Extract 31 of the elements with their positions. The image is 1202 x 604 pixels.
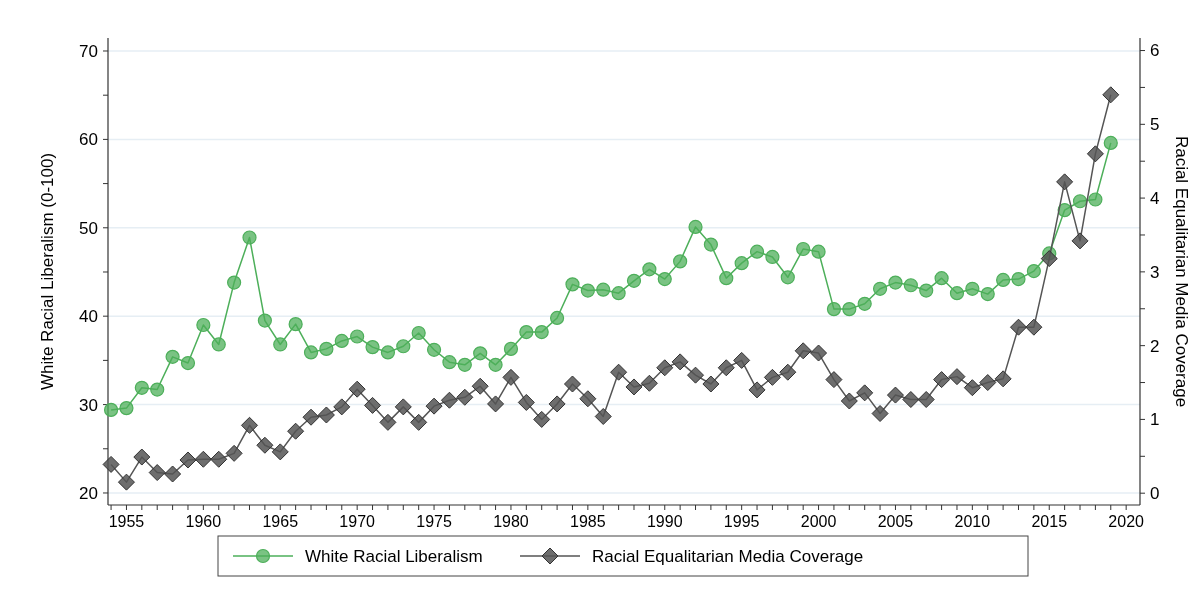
y-tick-label: 40: [79, 307, 98, 327]
y2-tick-label: 6: [1150, 41, 1160, 61]
y-tick-label: 30: [79, 395, 98, 415]
y2-tick-label: 5: [1150, 115, 1160, 135]
x-tick-label: 2000: [800, 513, 837, 530]
legend-label: White Racial Liberalism: [305, 546, 483, 566]
y2-tick-label: 1: [1150, 410, 1160, 430]
y-tick-label: 70: [79, 41, 98, 61]
x-tick-label: 1980: [493, 513, 529, 530]
x-tick-label: 1985: [570, 513, 606, 530]
x-tick-label: 1955: [108, 513, 145, 530]
y2-axis-title: Racial Equalitarian Media Coverage: [1172, 135, 1191, 408]
x-tick-label: 1990: [646, 513, 683, 530]
y-tick-label: 50: [79, 218, 98, 238]
y2-tick-label: 2: [1150, 336, 1160, 356]
legend-label: Racial Equalitarian Media Coverage: [592, 546, 864, 566]
x-tick-label: 2005: [877, 513, 914, 530]
x-tick-label: 2010: [954, 513, 991, 530]
x-tick-label: 2015: [1031, 513, 1068, 530]
y-tick-label: 20: [79, 483, 98, 503]
x-tick-label: 1970: [339, 513, 376, 530]
y-tick-label: 60: [79, 130, 98, 150]
x-tick-label: 1975: [416, 513, 452, 530]
x-tick-label: 1960: [185, 513, 222, 530]
x-tick-label: 1995: [723, 513, 760, 530]
y-axis-title: White Racial Liberalism (0-100): [38, 152, 57, 391]
y2-tick-label: 3: [1150, 262, 1160, 282]
x-tick-label: 1965: [262, 513, 299, 530]
x-tick-label: 2020: [1108, 513, 1145, 530]
y2-tick-label: 4: [1150, 189, 1160, 209]
y2-tick-label: 0: [1150, 484, 1160, 504]
